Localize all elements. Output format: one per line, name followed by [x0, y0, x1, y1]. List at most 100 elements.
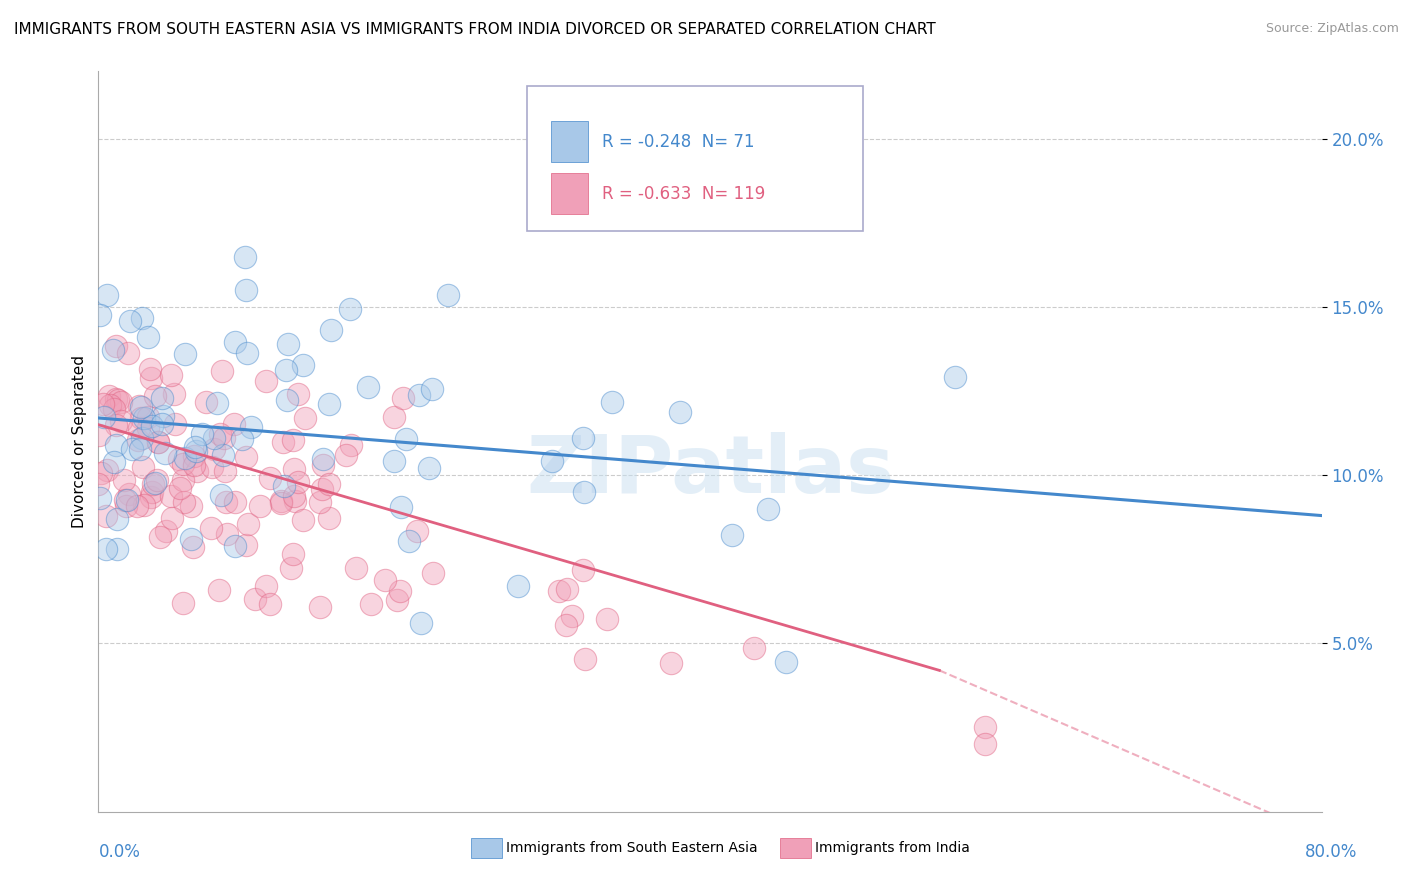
Point [339, 302, 361, 317]
Point [235, 450, 257, 464]
Point [659, 656, 682, 670]
Point [169, 452, 191, 467]
Point [312, 458, 335, 473]
Point [574, 652, 596, 666]
Point [224, 539, 246, 553]
Y-axis label: Divorced or Separated: Divorced or Separated [72, 355, 87, 528]
Point [231, 432, 253, 446]
Point [114, 493, 136, 508]
Point [139, 371, 162, 385]
Point [318, 477, 340, 491]
Point [145, 473, 167, 487]
Text: IMMIGRANTS FROM SOUTH EASTERN ASIA VS IMMIGRANTS FROM INDIA DIVORCED OR SEPARATE: IMMIGRANTS FROM SOUTH EASTERN ASIA VS IM… [14, 22, 936, 37]
Point [388, 583, 411, 598]
Point [554, 618, 576, 632]
Point [292, 358, 315, 372]
Point [153, 446, 176, 460]
Point [360, 597, 382, 611]
Point [208, 582, 231, 597]
Point [184, 443, 207, 458]
Point [283, 547, 305, 561]
Point [132, 498, 155, 512]
Point [270, 494, 292, 508]
Point [96, 287, 118, 301]
Point [105, 438, 128, 452]
Point [136, 421, 159, 435]
Text: ZIPatlas: ZIPatlas [526, 432, 894, 510]
Point [121, 442, 143, 457]
Point [90, 466, 112, 480]
Point [183, 458, 205, 473]
Text: R = -0.633  N= 119: R = -0.633 N= 119 [602, 185, 766, 202]
Point [169, 481, 191, 495]
Point [208, 427, 231, 442]
Point [202, 442, 225, 456]
Point [422, 566, 444, 580]
Point [420, 382, 443, 396]
Point [174, 450, 197, 465]
Point [127, 433, 149, 447]
Point [103, 455, 125, 469]
Point [395, 433, 418, 447]
Point [89, 491, 111, 505]
Point [408, 388, 430, 402]
Point [159, 489, 181, 503]
Point [146, 435, 169, 450]
Point [389, 500, 412, 514]
Point [96, 508, 118, 523]
Point [181, 540, 204, 554]
Point [215, 495, 238, 509]
Point [540, 453, 562, 467]
Point [280, 560, 302, 574]
Point [96, 541, 118, 556]
Point [437, 288, 460, 302]
Point [344, 560, 367, 574]
Point [311, 483, 333, 497]
Point [398, 534, 420, 549]
Point [186, 465, 208, 479]
Point [561, 609, 583, 624]
Point [311, 452, 333, 467]
Point [508, 579, 530, 593]
Point [105, 542, 128, 557]
Point [105, 418, 128, 433]
Point [974, 738, 997, 752]
Point [107, 392, 129, 407]
Point [283, 462, 305, 476]
Point [142, 476, 165, 491]
Point [207, 395, 229, 409]
Point [720, 527, 742, 541]
Point [120, 314, 142, 328]
Point [243, 592, 266, 607]
Point [571, 563, 593, 577]
Point [112, 473, 135, 487]
Point [292, 513, 315, 527]
Point [125, 499, 148, 513]
Point [259, 597, 281, 611]
Point [294, 411, 316, 425]
Point [287, 475, 309, 490]
Point [233, 250, 256, 264]
Point [131, 410, 153, 425]
Point [174, 347, 197, 361]
Point [191, 426, 214, 441]
Point [224, 334, 246, 349]
Text: Source: ZipAtlas.com: Source: ZipAtlas.com [1265, 22, 1399, 36]
Point [183, 449, 205, 463]
Point [105, 512, 128, 526]
Point [128, 421, 150, 435]
Point [277, 337, 299, 351]
Point [105, 392, 128, 406]
Point [596, 611, 619, 625]
Point [143, 476, 166, 491]
Point [318, 397, 340, 411]
Point [155, 524, 177, 538]
Point [201, 460, 224, 475]
Point [775, 656, 797, 670]
Point [276, 393, 298, 408]
Point [173, 495, 195, 509]
Point [382, 409, 405, 424]
Point [335, 448, 357, 462]
Point [557, 582, 579, 596]
Text: Immigrants from South Eastern Asia: Immigrants from South Eastern Asia [506, 841, 758, 855]
